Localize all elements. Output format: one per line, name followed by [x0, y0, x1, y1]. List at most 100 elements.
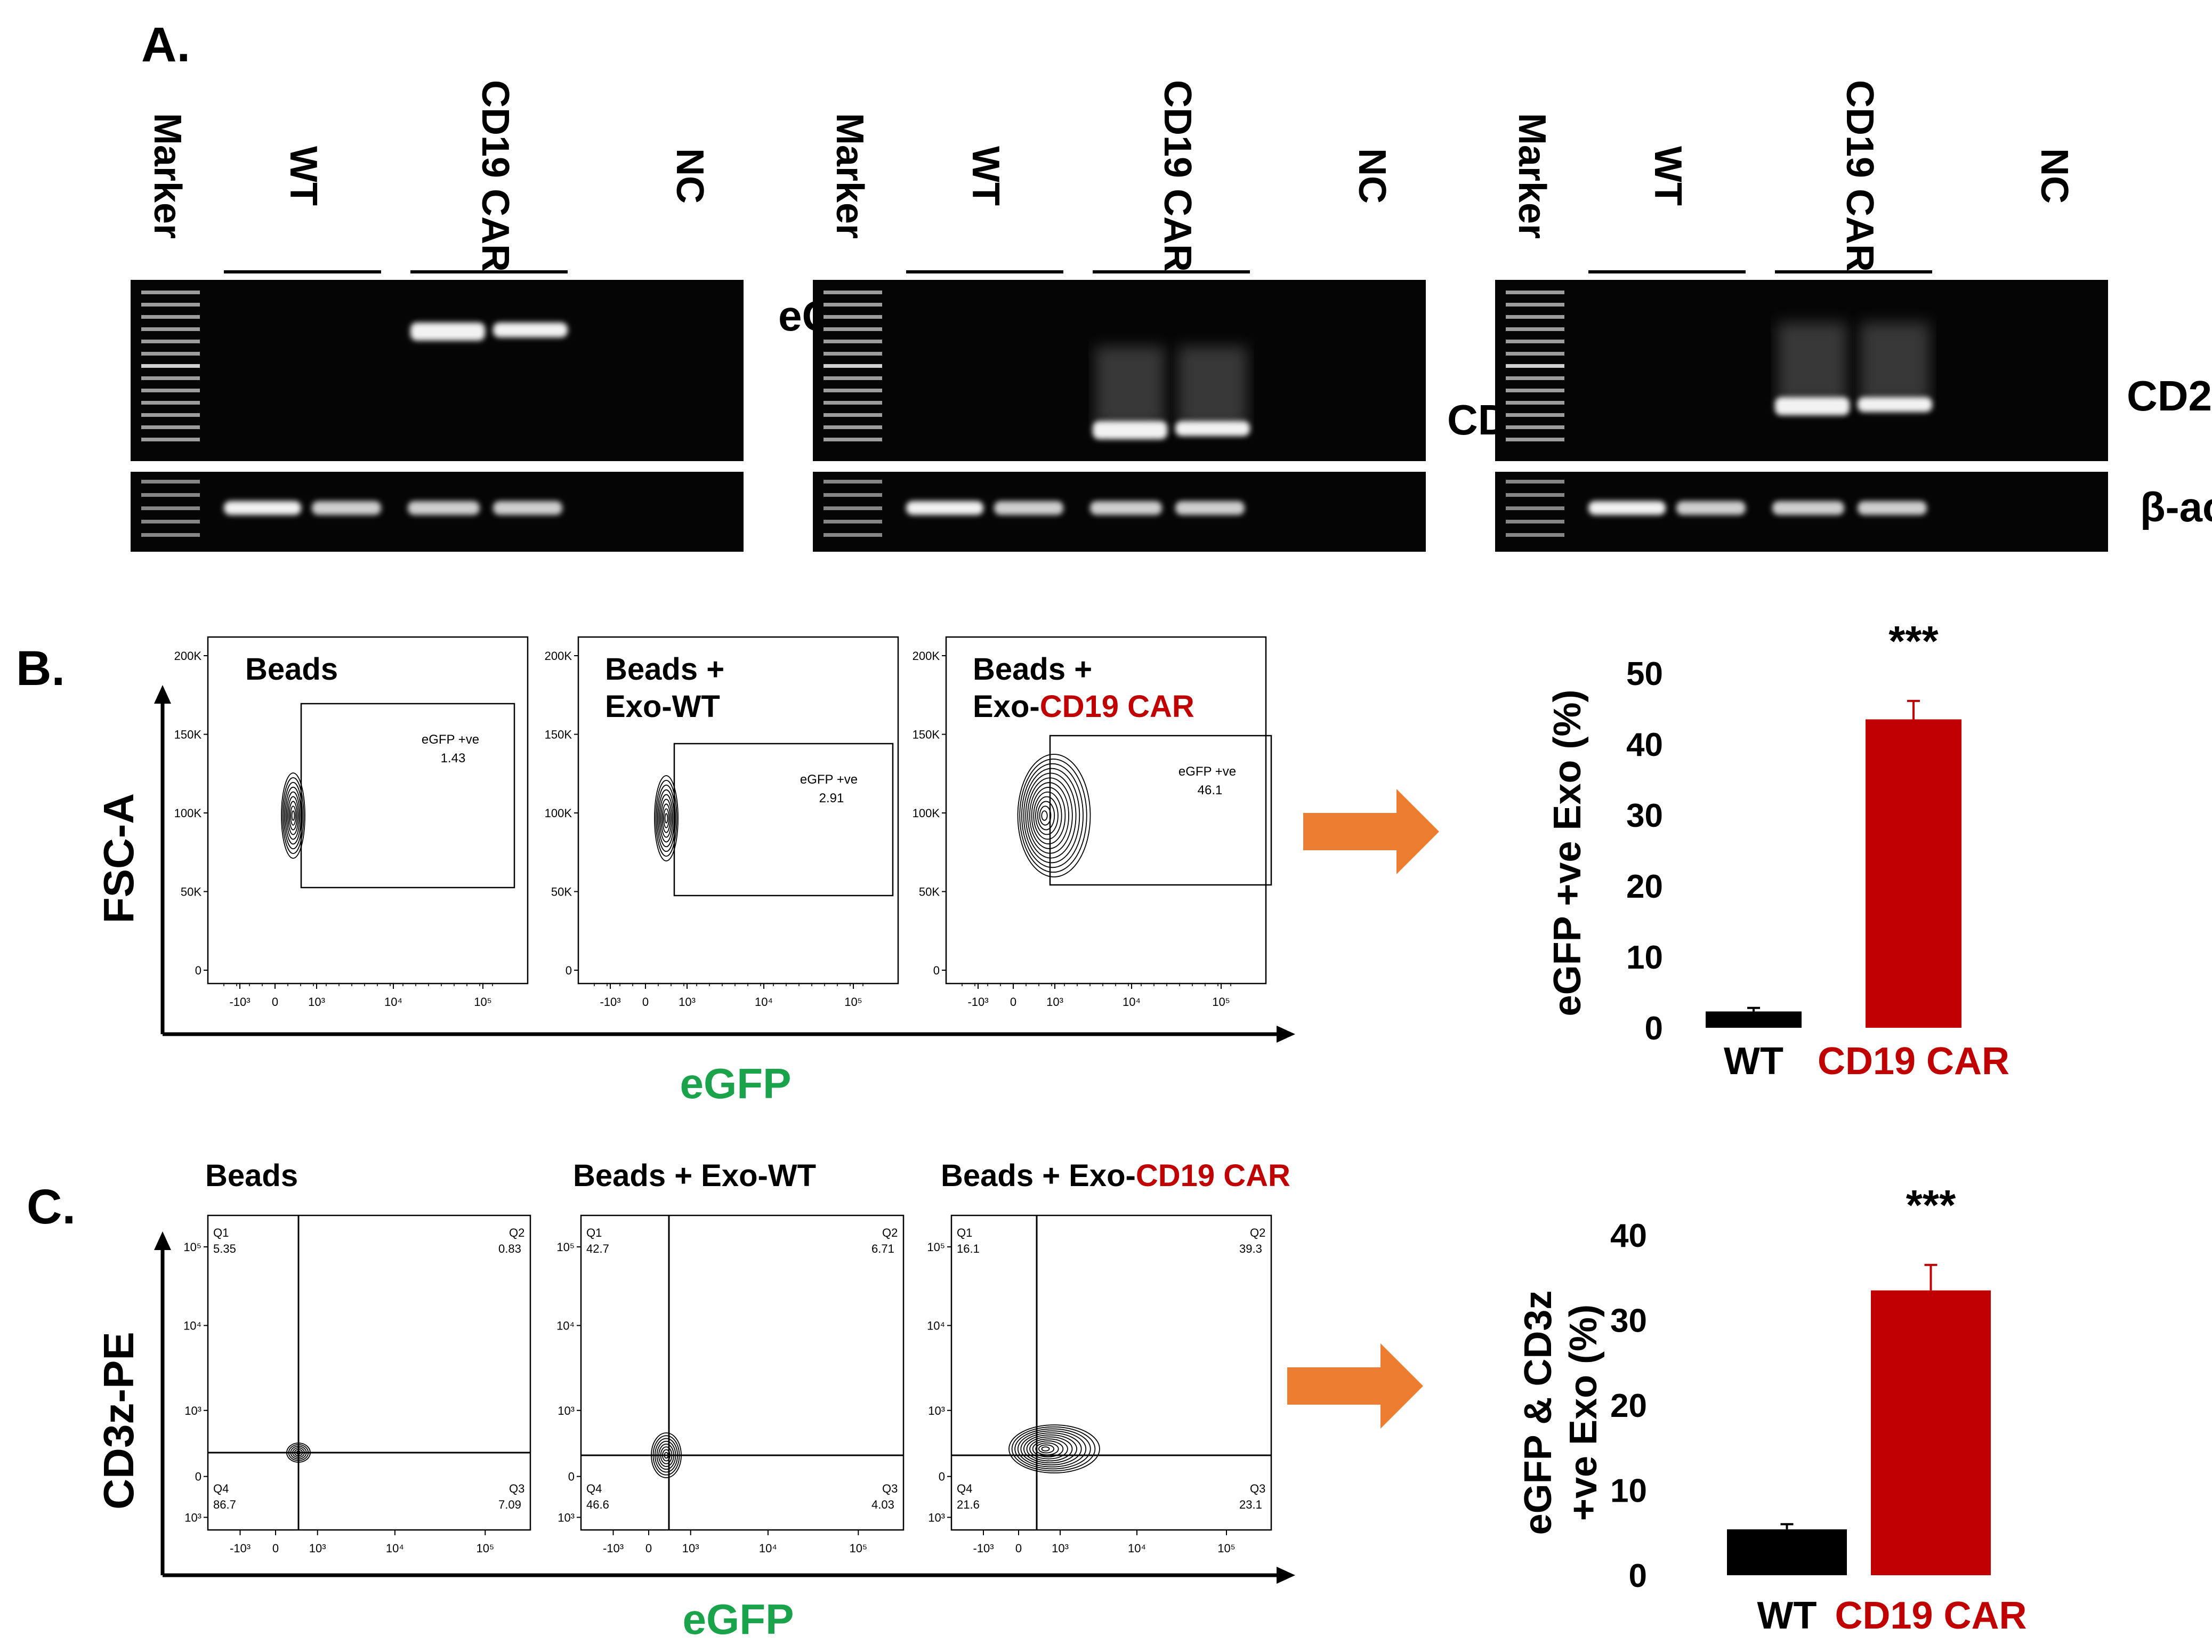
contour-line	[283, 781, 303, 850]
ladder-band	[141, 438, 200, 441]
x-tick-label: 10⁵	[1217, 1542, 1236, 1555]
flow-plot-b-3: 200K 150K 100K 50K 0 -10³ 0 10³ 10⁴ 10⁵ Beads +Exo…	[913, 636, 1272, 1009]
ladder-band	[141, 389, 200, 392]
x-tick-label: 0	[1010, 995, 1016, 1009]
q1-value: 42.7	[586, 1242, 609, 1255]
bar-wt	[1706, 1011, 1802, 1028]
contour-line	[1014, 1428, 1091, 1470]
y-tick-label: 50K	[181, 885, 201, 899]
band-beta-actin	[408, 501, 480, 515]
band-cd28	[1858, 397, 1932, 412]
ladder-band	[1506, 520, 1564, 523]
contour-line	[282, 777, 304, 855]
lane-label-cd19-car: CD19 CAR	[1156, 80, 1199, 272]
y-tick-label: 100K	[545, 807, 572, 820]
contour-line	[664, 813, 668, 824]
bar-category-label: WT	[1724, 1040, 1783, 1083]
ladder-band	[824, 352, 882, 356]
contour-line	[287, 796, 299, 835]
ladder-band	[1506, 506, 1564, 510]
ladder-band	[824, 364, 882, 368]
q4-name: Q4	[213, 1482, 229, 1495]
plot-frame	[207, 636, 529, 985]
q1-name: Q1	[957, 1226, 972, 1239]
x-tick-label: -10³	[967, 995, 988, 1009]
contour-line	[658, 1444, 674, 1467]
y-tick-label: 200K	[545, 649, 572, 663]
lane-label-wt: WT	[964, 146, 1007, 206]
ladder-band	[141, 533, 200, 537]
panel-b-bar-ylabel: eGFP +ve Exo (%)	[1546, 690, 1589, 1017]
contour-line	[1011, 1426, 1096, 1472]
panel-c-label: C.	[27, 1180, 76, 1234]
flow-plot-c-1: 10⁵ 10⁴ 10³ 0 10³ -10³ 0 10³ 10⁴ 10⁵ Beads Q1 5.35 Q2…	[183, 1158, 531, 1555]
ladder-band	[824, 480, 882, 483]
contour-line	[286, 791, 301, 840]
contour-line	[1039, 805, 1052, 826]
x-tick-label: -10³	[973, 1542, 994, 1555]
q2-value: 6.71	[871, 1242, 894, 1255]
y-tick-label: 0	[566, 964, 572, 977]
ladder-band	[141, 340, 200, 343]
contour-line	[1025, 772, 1077, 859]
contour-line	[1035, 1442, 1059, 1456]
lane-label-cd19-car: CD19 CAR	[474, 80, 516, 272]
contour-line	[651, 1432, 682, 1478]
ladder-band	[141, 413, 200, 417]
ladder-band	[1506, 303, 1564, 307]
ladder-band	[824, 303, 882, 307]
plot-title: Beads	[205, 1158, 298, 1193]
panel-c-flow-plots: 10⁵ 10⁴ 10³ 0 10³ -10³ 0 10³ 10⁴ 10⁵ Beads Q1 5.35 Q2…	[183, 1158, 1290, 1555]
band-beta-actin	[994, 501, 1063, 515]
contour-line	[1031, 787, 1066, 844]
bar-y-tick-label: 40	[1610, 1218, 1647, 1254]
ladder-band	[824, 506, 882, 510]
panel-c-bar-ylabel-line1: eGFP & CD3z	[1517, 1291, 1560, 1535]
plot-frame	[580, 1214, 905, 1531]
flow-plot-b-2: 200K 150K 100K 50K 0 -10³ 0 10³ 10⁴ 10⁵ Beads +Exo…	[545, 636, 899, 1009]
contour-line	[1029, 1438, 1068, 1460]
significance-marker: ***	[1906, 1181, 1956, 1229]
band-beta-actin	[1588, 501, 1666, 515]
q3-value: 23.1	[1239, 1498, 1262, 1511]
panel-c-axes	[154, 1231, 1295, 1584]
x-tick-label: 10³	[682, 1542, 699, 1555]
band-smear	[1778, 323, 1847, 402]
bar-y-tick-label: 30	[1610, 1303, 1647, 1340]
gate-name: eGFP +ve	[800, 772, 858, 787]
x-tick-label: 10⁴	[755, 995, 773, 1009]
gate-name: eGFP +ve	[422, 732, 479, 747]
x-tick-label: 10³	[1046, 995, 1063, 1009]
bar-category-label: WT	[1757, 1594, 1817, 1637]
contour-line	[292, 1447, 305, 1458]
q4-value: 46.6	[586, 1498, 609, 1511]
contour-line	[1033, 791, 1062, 840]
q2-name: Q2	[509, 1226, 524, 1239]
panel-c-arrow	[1287, 1343, 1423, 1429]
panel-b-arrow	[1303, 789, 1439, 874]
ladder-band	[1506, 291, 1564, 294]
ladder-band	[141, 303, 200, 307]
ladder-band	[1506, 315, 1564, 319]
ladder-band	[1506, 438, 1564, 441]
y-tick-label: 150K	[913, 728, 940, 742]
panel-b-flow-plots: 200K 150K 100K 50K 0 -10³ 0 10³ 10⁴ 10⁵ Beads eGFP …	[174, 636, 1272, 1009]
q2-value: 0.83	[498, 1242, 521, 1255]
bar-wt	[1727, 1529, 1847, 1575]
panel-b-bar-chart: eGFP +ve Exo (%) 0 10 20 30 40 50 WT CD19 CAR **…	[1546, 617, 2009, 1083]
x-tick-label: 0	[272, 995, 278, 1009]
contour-line	[1019, 758, 1087, 873]
plot-title: Beads + Exo-CD19 CAR	[941, 1158, 1290, 1193]
ladder-band	[141, 401, 200, 405]
contour-line	[281, 772, 305, 859]
y-tick-label: 10³	[928, 1404, 945, 1417]
x-tick-label: 10⁴	[384, 995, 402, 1009]
contour-line	[662, 1449, 671, 1462]
contour-line	[296, 1450, 301, 1455]
plot-frame	[577, 636, 899, 985]
gate-value: 1.43	[441, 751, 466, 765]
contour-line	[1021, 763, 1084, 868]
band-beta-actin	[1858, 501, 1927, 515]
